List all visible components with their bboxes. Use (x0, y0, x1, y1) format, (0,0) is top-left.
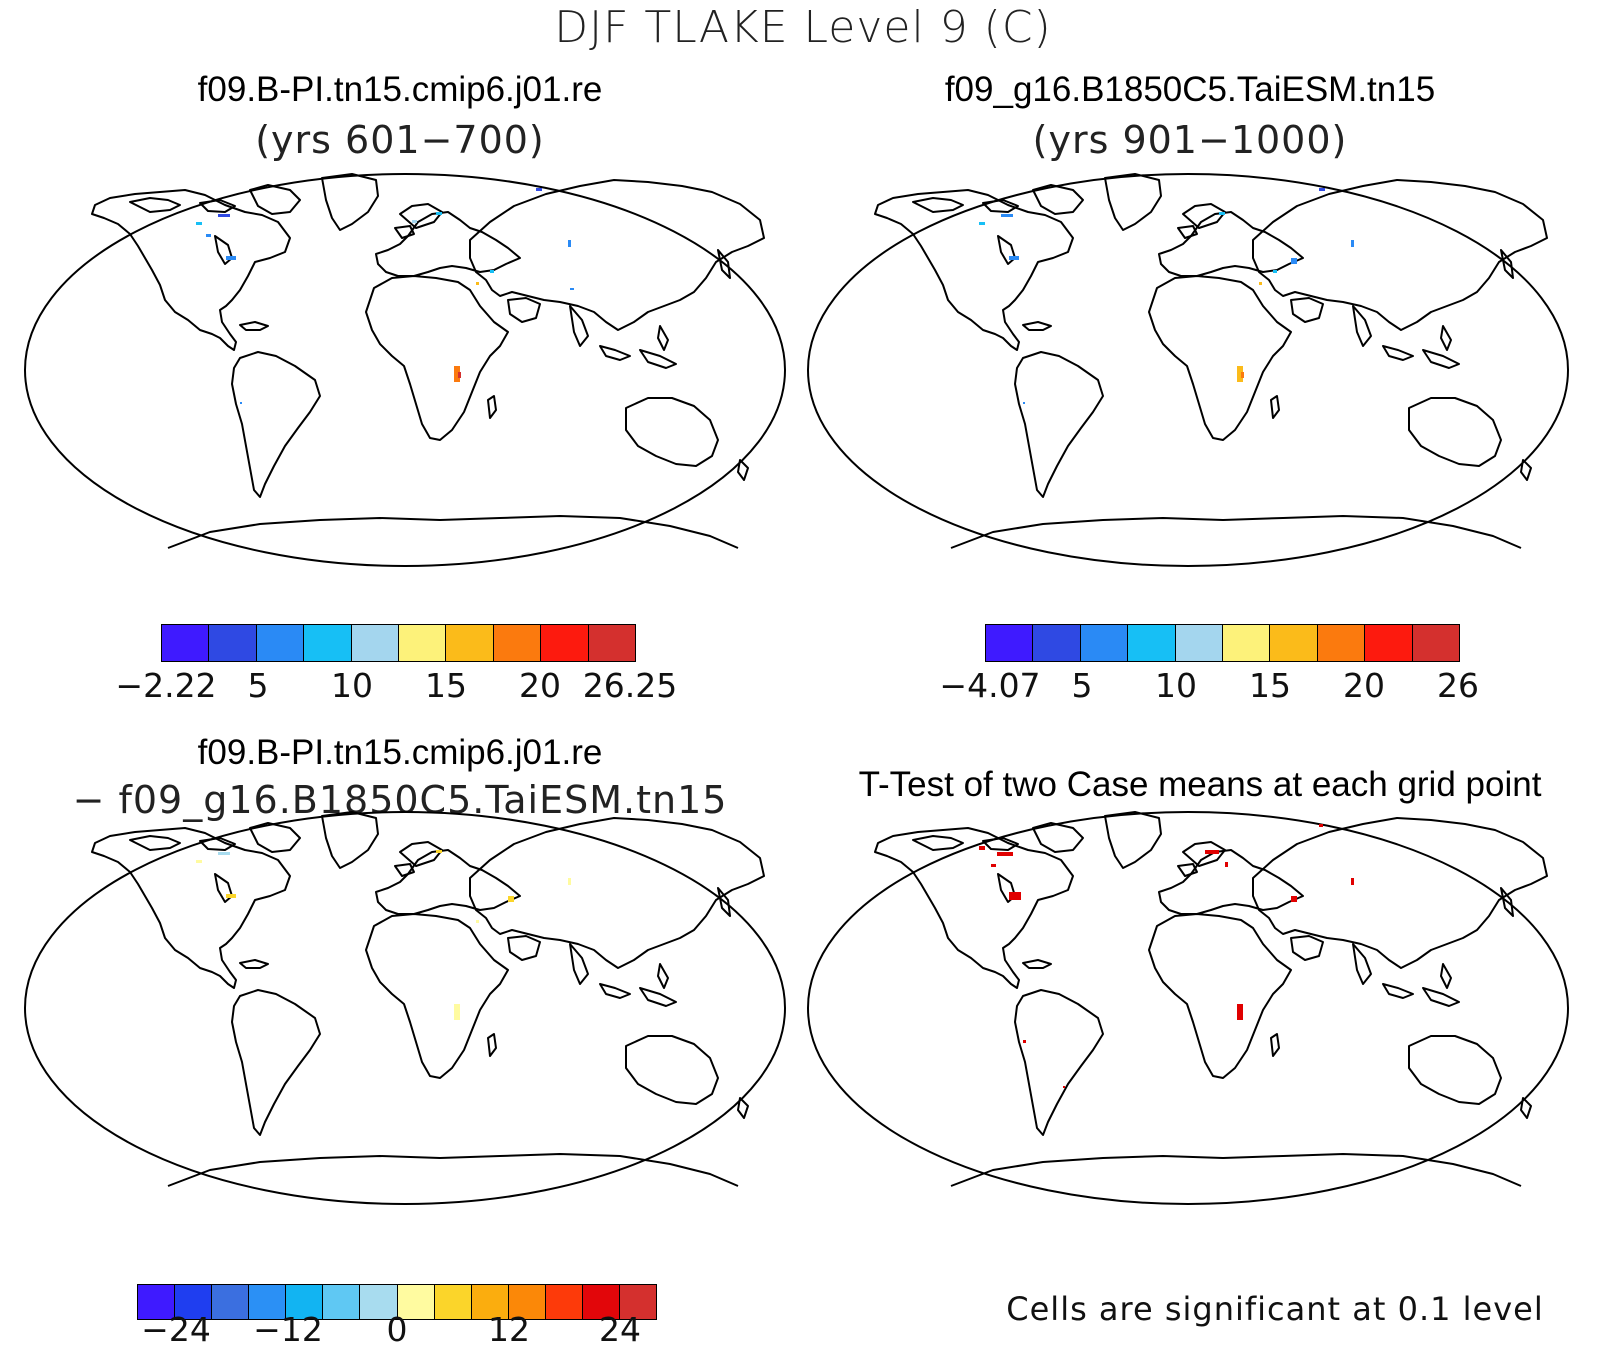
colorbar-swatch (286, 1285, 324, 1319)
colorbar-swatch (1033, 625, 1081, 661)
colorbar-bottom-left (137, 1284, 657, 1320)
colorbar-swatch (582, 1285, 621, 1319)
colorbar-swatch (588, 625, 636, 661)
colorbar-swatch (620, 1285, 657, 1319)
cb-bl-tick-3: 12 (488, 1310, 530, 1349)
cb-tl-tick-2: 10 (331, 666, 373, 705)
cb-tl-tick-0: −2.22 (115, 666, 217, 705)
top-right-title: f09_g16.B1850C5.TaiESM.tn15 (944, 70, 1436, 109)
difference-cells (196, 850, 571, 1020)
lake-cells (979, 188, 1354, 404)
colorbar-swatch (175, 1285, 213, 1319)
lake-cells (196, 188, 574, 404)
colorbar-swatch (986, 625, 1034, 661)
colorbar-swatch (1270, 625, 1318, 661)
cb-tl-tick-3: 15 (425, 666, 467, 705)
colorbar-swatch (508, 1285, 546, 1319)
map-top-right (807, 173, 1569, 567)
colorbar-swatch (1223, 625, 1271, 661)
colorbar-swatch (249, 1285, 287, 1319)
cb-tr-tick-0: −4.07 (939, 666, 1041, 705)
cb-tr-tick-2: 10 (1155, 666, 1197, 705)
colorbar-swatch (471, 1285, 509, 1319)
colorbar-swatch (399, 625, 447, 661)
colorbar-swatch (541, 625, 589, 661)
cb-tl-tick-1: 5 (247, 666, 269, 705)
colorbar-swatch (304, 625, 352, 661)
colorbar-swatch (212, 1285, 250, 1319)
cb-tr-tick-5: 26 (1437, 666, 1479, 705)
colorbar-swatch (434, 1285, 472, 1319)
colorbar-swatch (1128, 625, 1176, 661)
cb-bl-tick-1: −12 (253, 1310, 323, 1349)
cb-tl-tick-4: 20 (519, 666, 561, 705)
colorbar-swatch (1412, 625, 1460, 661)
cb-tr-tick-4: 20 (1343, 666, 1385, 705)
top-left-title: f09.B-PI.tn15.cmip6.j01.re (197, 70, 603, 109)
top-left-subtitle: (yrs 601−700) (255, 118, 545, 162)
colorbar-swatch (351, 625, 400, 661)
cb-bl-tick-0: −24 (141, 1310, 211, 1349)
colorbar-swatch (209, 625, 257, 661)
cb-tr-tick-1: 5 (1071, 666, 1093, 705)
colorbar-swatch (323, 1285, 361, 1319)
bottom-right-title: T-Test of two Case means at each grid po… (858, 765, 1542, 804)
map-top-left (24, 173, 786, 567)
colorbar-swatch (162, 625, 210, 661)
colorbar-swatch (1365, 625, 1413, 661)
cb-bl-tick-4: 24 (599, 1310, 641, 1349)
colorbar-swatch (446, 625, 494, 661)
top-right-subtitle: (yrs 901−1000) (1032, 118, 1348, 162)
colorbar-swatch (397, 1285, 435, 1319)
significant-cells (979, 824, 1354, 1088)
colorbar-swatch (256, 625, 305, 661)
colorbar-swatch (493, 625, 542, 661)
colorbar-swatch (545, 1285, 583, 1319)
cb-bl-tick-2: 0 (386, 1310, 408, 1349)
colorbar-top-right (985, 624, 1460, 662)
colorbar-top-left (161, 624, 636, 662)
cb-tr-tick-3: 15 (1249, 666, 1291, 705)
colorbar-swatch (1175, 625, 1224, 661)
colorbar-swatch (360, 1285, 398, 1319)
figure-title: DJF TLAKE Level 9 (C) (554, 2, 1052, 53)
bottom-left-title: f09.B-PI.tn15.cmip6.j01.re (197, 733, 603, 772)
cb-tl-tick-5: 26.25 (582, 666, 678, 705)
colorbar-swatch (1080, 625, 1129, 661)
significance-note: Cells are significant at 0.1 level (1006, 1290, 1544, 1328)
map-bottom-left (24, 811, 786, 1205)
colorbar-swatch (138, 1285, 176, 1319)
map-bottom-right (807, 811, 1569, 1205)
colorbar-swatch (1317, 625, 1366, 661)
